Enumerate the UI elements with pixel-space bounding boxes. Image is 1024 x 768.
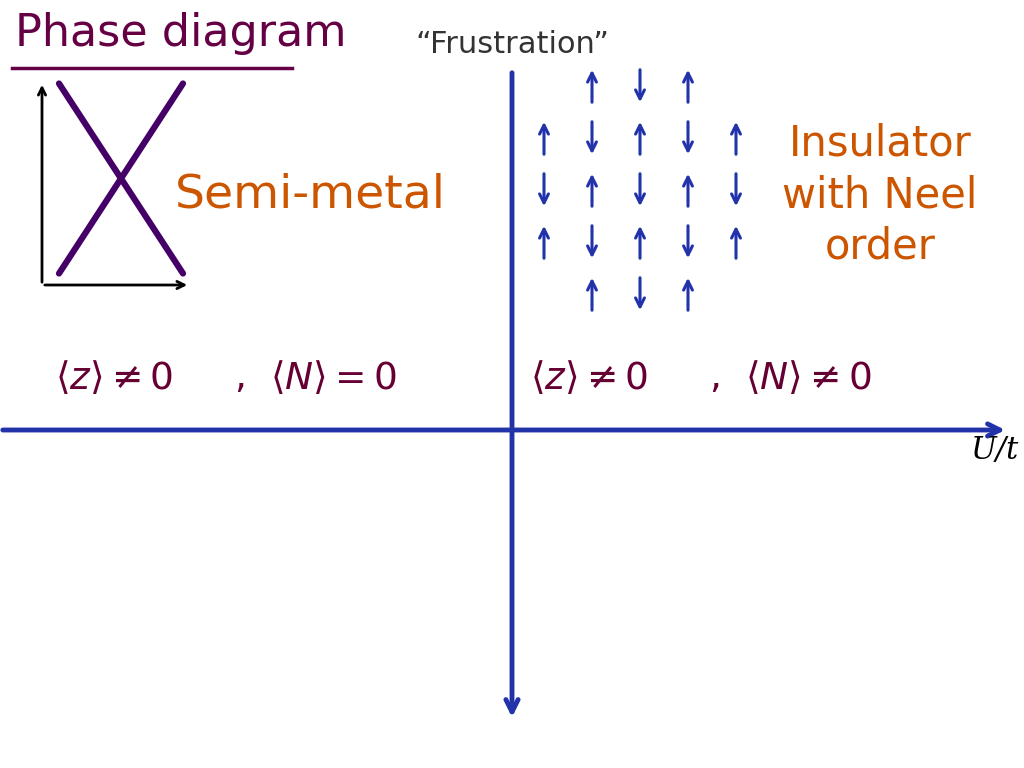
Text: Insulator
with Neel
order: Insulator with Neel order (782, 122, 978, 268)
Text: $\langle z \rangle \neq 0$: $\langle z \rangle \neq 0$ (530, 359, 648, 397)
Text: Phase diagram: Phase diagram (15, 12, 346, 55)
Text: “Frustration”: “Frustration” (415, 30, 609, 59)
Text: $\langle N \rangle = 0$: $\langle N \rangle = 0$ (270, 359, 396, 397)
Text: ,: , (234, 360, 246, 396)
Text: ,: , (709, 360, 721, 396)
Text: $\langle N \rangle \neq 0$: $\langle N \rangle \neq 0$ (745, 359, 871, 397)
Text: $\langle z \rangle \neq 0$: $\langle z \rangle \neq 0$ (55, 359, 173, 397)
Text: Semi-metal: Semi-metal (174, 173, 445, 217)
Text: U/t: U/t (970, 435, 1018, 466)
